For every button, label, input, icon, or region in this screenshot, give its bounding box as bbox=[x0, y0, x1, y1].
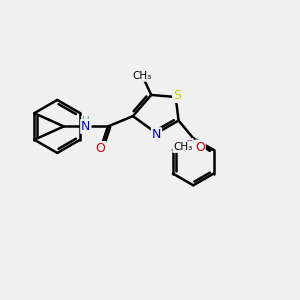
Text: O: O bbox=[96, 142, 106, 155]
Text: N: N bbox=[81, 120, 91, 133]
Text: CH₃: CH₃ bbox=[173, 142, 192, 152]
Text: CH₃: CH₃ bbox=[133, 71, 152, 81]
Text: N: N bbox=[152, 128, 161, 141]
Text: H: H bbox=[82, 116, 90, 126]
Text: F: F bbox=[185, 139, 193, 152]
Text: S: S bbox=[173, 89, 181, 102]
Text: O: O bbox=[195, 141, 205, 154]
